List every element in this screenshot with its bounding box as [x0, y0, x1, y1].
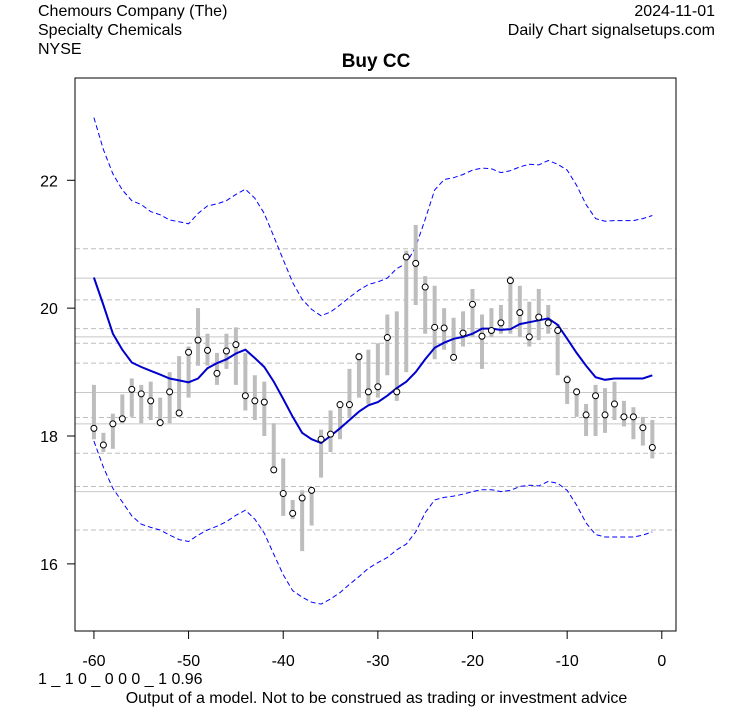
close-point	[639, 424, 647, 432]
close-point	[260, 398, 268, 406]
close-point	[412, 259, 420, 267]
x-tick-label: -10	[556, 653, 579, 670]
close-point	[563, 376, 571, 384]
close-point	[317, 435, 325, 443]
close-point	[554, 327, 562, 335]
close-point	[137, 390, 145, 398]
close-point	[516, 309, 524, 317]
close-point	[497, 319, 505, 327]
company-name: Chemours Company (The)	[38, 3, 228, 20]
close-point	[610, 400, 618, 408]
close-points-layer	[90, 253, 656, 517]
close-point	[90, 424, 98, 432]
close-point	[629, 413, 637, 421]
close-point	[213, 369, 221, 377]
close-point	[469, 300, 477, 308]
range-bars-layer	[91, 225, 655, 552]
close-point	[601, 411, 609, 419]
x-tick-label: 0	[657, 653, 666, 670]
close-point	[99, 441, 107, 449]
close-point	[222, 347, 230, 355]
close-point	[431, 323, 439, 331]
close-point	[298, 494, 306, 502]
model-code: 1 _ 1 0 _ 0 0 0 _ 1 0.96	[38, 671, 203, 688]
close-point	[383, 334, 391, 342]
y-tick-label: 20	[40, 301, 58, 318]
close-point	[478, 332, 486, 340]
close-point	[128, 385, 136, 393]
y-tick-label: 22	[40, 173, 58, 190]
close-point	[592, 392, 600, 400]
plot-frame	[74, 77, 677, 632]
x-tick-label: -30	[366, 653, 389, 670]
close-point	[573, 388, 581, 396]
close-point	[535, 313, 543, 321]
close-point	[402, 253, 410, 261]
upper-band-line	[93, 117, 653, 317]
x-tick-label: -60	[82, 653, 105, 670]
chart-title: Buy CC	[342, 51, 411, 72]
x-tick-label: -50	[177, 653, 200, 670]
close-point	[648, 444, 656, 452]
close-point	[194, 336, 202, 344]
close-point	[336, 401, 344, 409]
close-point	[185, 348, 193, 356]
y-tick-label: 18	[40, 429, 58, 446]
moving-average-line	[92, 277, 653, 445]
lower-band-line	[93, 440, 653, 605]
close-point	[450, 353, 458, 361]
close-point	[440, 324, 448, 332]
close-point	[118, 415, 126, 423]
close-point	[270, 466, 278, 474]
chart-source: Daily Chart signalsetups.com	[507, 22, 715, 39]
close-point	[308, 486, 316, 494]
close-point	[204, 346, 212, 354]
close-point	[393, 388, 401, 396]
chart-date: 2024-11-01	[634, 3, 715, 20]
close-point	[345, 401, 353, 409]
sector-label: Specialty Chemicals	[38, 22, 183, 39]
moving-average-layer	[92, 277, 653, 445]
close-point	[620, 413, 628, 421]
close-point	[289, 509, 297, 517]
close-point	[175, 409, 183, 417]
close-point	[582, 411, 590, 419]
y-tick-label: 16	[40, 557, 58, 574]
x-tick-label: -40	[272, 653, 295, 670]
axes-layer: -60 -50 -40 -30 -20 -10 0 16 18 20 22	[40, 173, 666, 670]
close-point	[487, 327, 495, 335]
close-point	[525, 333, 533, 341]
close-point	[374, 383, 382, 391]
bands-layer	[93, 117, 653, 605]
close-point	[421, 283, 429, 291]
close-point	[147, 397, 155, 405]
x-tick-label: -20	[461, 653, 484, 670]
close-point	[506, 277, 514, 285]
close-point	[327, 430, 335, 438]
disclaimer: Output of a model. Not to be construed a…	[125, 690, 628, 707]
close-point	[109, 420, 117, 428]
close-point	[364, 388, 372, 396]
close-point	[544, 319, 552, 327]
close-point	[232, 341, 240, 349]
close-point	[279, 490, 287, 498]
close-point	[156, 419, 164, 427]
close-point	[166, 388, 174, 396]
close-point	[355, 353, 363, 361]
close-point	[251, 397, 259, 405]
close-point	[459, 329, 467, 337]
close-point	[241, 392, 249, 400]
exchange-label: NYSE	[38, 41, 82, 58]
